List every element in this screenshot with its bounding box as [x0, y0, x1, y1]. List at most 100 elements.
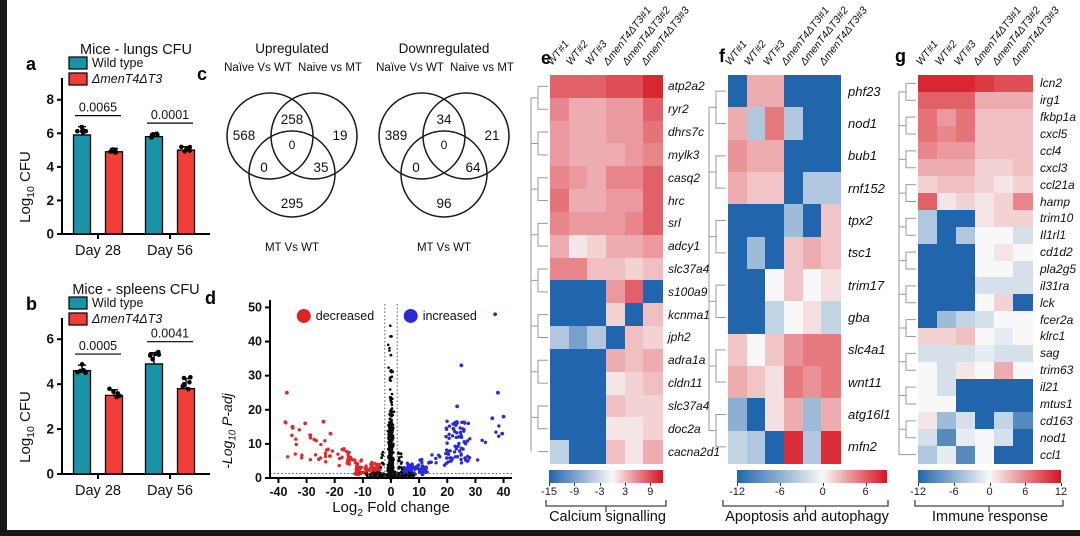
scatter-point [454, 435, 459, 440]
heatmap-cell [784, 75, 804, 108]
heatmap-cell [624, 143, 644, 167]
colorbar-tick [953, 483, 955, 486]
scatter-point [323, 454, 328, 459]
legend-label: ΔmenT4ΔT3 [91, 312, 162, 326]
bar [72, 134, 92, 235]
data-point [188, 374, 193, 380]
data-point [179, 144, 184, 150]
venn-circle [248, 130, 336, 218]
heatmap-cell [624, 75, 644, 99]
scatter-point [290, 424, 295, 429]
heatmap-cell [746, 398, 766, 432]
scatter-point [284, 421, 288, 425]
scatter-point [293, 452, 297, 456]
heatmap-cell [624, 303, 644, 327]
colorbar-tick [1025, 483, 1027, 486]
x-category-label: Day 56 [147, 243, 193, 259]
heatmap-cell [937, 176, 957, 194]
bar [144, 363, 164, 475]
heatmap-cell [937, 311, 957, 329]
heatmap-cell [643, 234, 663, 259]
colorbar-tick [650, 483, 652, 486]
heatmap-cell [728, 75, 748, 108]
heatmap-cell [937, 344, 957, 363]
data-point [150, 356, 155, 362]
heatmap-cell [975, 176, 995, 194]
heatmap-cell [568, 440, 588, 464]
heatmap-cell [956, 260, 976, 279]
heatmap-cell [1013, 209, 1033, 228]
heatmap-cell [784, 139, 804, 173]
scatter-point [389, 335, 393, 338]
heatmap-cell [994, 193, 1014, 211]
heatmap-cell [568, 97, 588, 122]
data-point [77, 368, 83, 374]
heatmap-cell [587, 97, 607, 122]
y-tick-label: 50 [248, 300, 262, 314]
scatter-point [466, 421, 471, 426]
heatmap-cell [918, 446, 938, 464]
scatter-point [392, 410, 396, 413]
heatmap-cell [956, 75, 976, 93]
heatmap-cell [975, 209, 995, 228]
gene-label: mylk3 [668, 147, 700, 162]
colorbar [737, 470, 887, 483]
heatmap-cell [802, 172, 822, 205]
venn-count: 21 [484, 128, 499, 143]
venn-count: 258 [281, 112, 304, 127]
heatmap-cell [937, 142, 957, 160]
gene-label: nod1 [1040, 430, 1067, 445]
heatmap-cell [821, 333, 841, 367]
scatter-point [452, 450, 457, 454]
heatmap-cell [937, 361, 957, 380]
scatter-point [444, 451, 448, 456]
dendrogram [530, 85, 548, 453]
heatmap-cell [975, 75, 995, 93]
heatmap-cell [918, 75, 938, 93]
data-point [149, 134, 155, 140]
scatter-point [389, 426, 392, 429]
y-tick-label: 6 [46, 332, 54, 347]
set-label: Naïve Vs WT [224, 62, 292, 74]
gene-label: tpx2 [848, 212, 873, 228]
scatter-point [353, 461, 358, 465]
heatmap-cell [918, 209, 938, 228]
heatmap-cell [606, 189, 626, 213]
set-label: Naive vs MT [450, 62, 514, 74]
scatter-point [404, 466, 408, 471]
scatter-point [427, 460, 432, 464]
scatter-point [388, 443, 391, 447]
heatmap-cell [802, 430, 822, 464]
scatter-point [452, 427, 456, 431]
scatter-point [442, 463, 447, 467]
gene-label: mfn2 [848, 439, 877, 455]
heatmap-cell [765, 236, 785, 270]
scatter-point [319, 442, 323, 447]
heatmap-cell [568, 394, 588, 418]
heatmap-cell [956, 243, 976, 262]
colorbar [549, 470, 663, 483]
heatmap-cell [728, 204, 748, 238]
scatter-point [337, 463, 341, 468]
bar-chart-spleens-cfu: Mice - spleens CFU Log10 CFU 0 2 4 6 Day 28 0.0… [17, 282, 210, 499]
heatmap-cell [746, 236, 766, 270]
scatter-point [390, 375, 394, 379]
scatter-point [453, 420, 457, 425]
scatter-point [459, 461, 464, 465]
scatter-point [388, 433, 392, 437]
heatmap-cell [821, 204, 841, 238]
heatmap-cell [1013, 344, 1033, 363]
heatmap-cell [643, 371, 663, 396]
heatmap-cell [975, 429, 995, 447]
heatmap-cell [550, 440, 570, 464]
scatter-point [468, 437, 472, 441]
gene-label: cxcl3 [1040, 160, 1068, 175]
heatmap-cell [550, 371, 570, 396]
gene-label: pla2g5 [1040, 261, 1077, 276]
heatmap-cell [624, 348, 644, 373]
heatmap-cell [568, 143, 588, 167]
colorbar-tick-label: -15 [541, 486, 557, 498]
scatter-point [458, 426, 462, 430]
heatmap-cell [587, 257, 607, 281]
heatmap-cell [606, 143, 626, 167]
